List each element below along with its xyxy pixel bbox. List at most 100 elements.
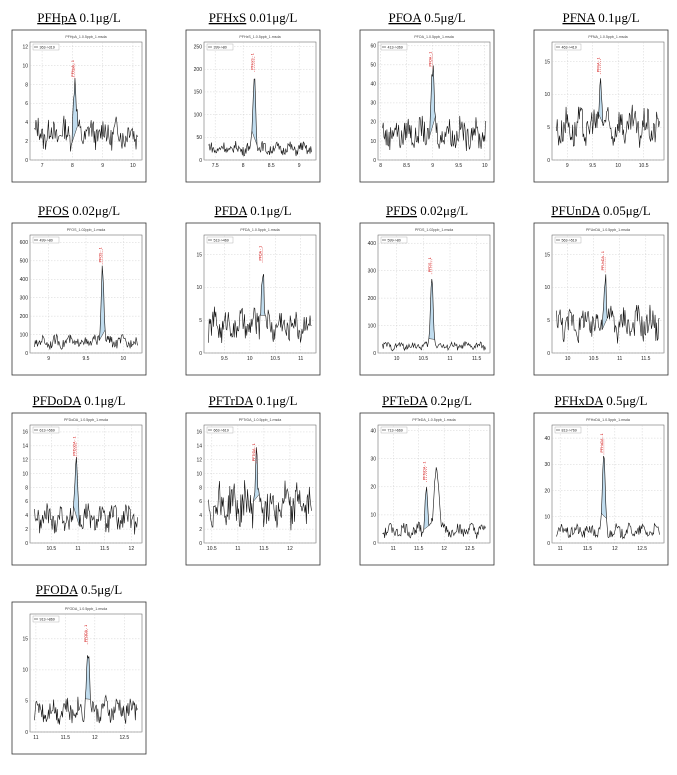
y-tick-label: 14 xyxy=(22,444,28,450)
concentration-label: 0.1μg/L xyxy=(76,10,121,25)
chart-frame xyxy=(186,413,320,565)
y-tick-label: 10 xyxy=(370,513,376,519)
analyte-name: PFHxDA xyxy=(555,393,605,408)
chart-title: PFTeDA 0.2μg/L xyxy=(382,393,472,408)
chart-title: PFOS 0.02μg/L xyxy=(38,203,120,218)
y-tick-label: 50 xyxy=(370,63,376,69)
analyte-name: PFTrDA xyxy=(209,393,255,408)
peak-label: PFTeDA - 1 xyxy=(422,462,426,480)
chart-title: PFHxS 0.01μg/L xyxy=(209,10,298,25)
analyte-name: PFOA xyxy=(388,10,422,25)
x-tick-label: 12 xyxy=(287,546,293,552)
y-tick-label: 15 xyxy=(22,637,28,643)
y-tick-label: 0 xyxy=(373,158,376,164)
y-tick-label: 0 xyxy=(373,351,376,357)
x-tick-label: 10 xyxy=(121,356,127,362)
y-tick-label: 40 xyxy=(544,436,550,442)
analyte-name: PFDoDA xyxy=(33,393,83,408)
y-tick-label: 5 xyxy=(547,125,550,131)
legend-entry: 463->419 xyxy=(562,45,577,49)
x-tick-label: 10.5 xyxy=(589,356,599,362)
concentration-label: 0.5μg/L xyxy=(603,393,648,408)
y-tick-label: 10 xyxy=(370,139,376,145)
peak-label: PFUnDA - 1 xyxy=(601,251,605,270)
chart-panel: PFOS 0.02μg/LPFOS_1.02ppb_1.msda01002003… xyxy=(12,203,146,375)
y-tick-label: 10 xyxy=(22,63,28,69)
y-tick-label: 0 xyxy=(25,351,28,357)
y-tick-label: 500 xyxy=(20,259,29,265)
y-tick-label: 50 xyxy=(196,135,202,141)
x-tick-label: 8 xyxy=(242,163,245,169)
legend-entry: 499->80 xyxy=(40,238,53,242)
chart-header: PFODA_1.0.5ppb_1.msda xyxy=(65,607,107,611)
y-tick-label: 400 xyxy=(368,241,377,247)
concentration-label: 0.5μg/L xyxy=(78,582,123,597)
concentration-label: 0.02μg/L xyxy=(69,203,120,218)
concentration-label: 0.1μg/L xyxy=(595,10,640,25)
y-tick-label: 100 xyxy=(20,332,29,338)
y-tick-label: 0 xyxy=(199,541,202,547)
y-tick-label: 8 xyxy=(25,485,28,491)
chart-panel: PFOA 0.5μg/LPFOA_1.0.5ppb_1.msda01020304… xyxy=(360,10,494,182)
chart-panel: PFDoDA 0.1μg/LPFDoDA_1.0.5ppb_1.msda0246… xyxy=(12,393,146,565)
chart-title: PFDA 0.1μg/L xyxy=(214,203,291,218)
y-tick-label: 40 xyxy=(370,428,376,434)
chart-header: PFUnDA_1.0.5ppb_1.msda xyxy=(586,228,630,232)
x-tick-label: 12 xyxy=(129,546,135,552)
x-tick-label: 11.5 xyxy=(61,735,71,741)
peak-label: PFTrDA - 1 xyxy=(252,443,256,461)
y-tick-label: 16 xyxy=(196,430,202,436)
x-tick-label: 11 xyxy=(447,356,452,362)
x-tick-label: 10 xyxy=(247,356,253,362)
concentration-label: 0.1μg/L xyxy=(253,393,298,408)
x-tick-label: 8 xyxy=(379,163,382,169)
y-tick-label: 4 xyxy=(199,513,202,519)
y-tick-label: 15 xyxy=(544,252,550,258)
y-tick-label: 4 xyxy=(25,513,28,519)
y-tick-label: 0 xyxy=(25,158,28,164)
peak-label: PFOS - 1 xyxy=(98,247,102,262)
y-tick-label: 16 xyxy=(22,430,28,436)
y-tick-label: 200 xyxy=(194,67,203,73)
x-tick-label: 9.5 xyxy=(221,356,228,362)
chart-frame xyxy=(12,602,146,754)
x-tick-label: 11 xyxy=(235,546,240,552)
y-tick-label: 10 xyxy=(544,285,550,291)
legend-entry: 713->669 xyxy=(388,428,403,432)
x-tick-label: 9.5 xyxy=(83,356,90,362)
chart-header: PFOA_1.0.5ppb_1.msda xyxy=(414,35,454,39)
peak-label: PFHxDA - 1 xyxy=(600,433,604,452)
chart-title: PFDoDA 0.1μg/L xyxy=(33,393,126,408)
legend-entry: 813->769 xyxy=(562,428,577,432)
x-tick-label: 12.5 xyxy=(637,546,647,552)
x-tick-label: 9 xyxy=(566,163,569,169)
y-tick-label: 6 xyxy=(199,499,202,505)
concentration-label: 0.1μg/L xyxy=(81,393,126,408)
x-tick-label: 12.5 xyxy=(465,546,475,552)
chart-title: PFOA 0.5μg/L xyxy=(388,10,465,25)
chart-title: PFDS 0.02μg/L xyxy=(386,203,468,218)
x-tick-label: 10 xyxy=(565,356,571,362)
legend-entry: 363->319 xyxy=(40,45,55,49)
analyte-name: PFODA xyxy=(36,582,79,597)
concentration-label: 0.2μg/L xyxy=(427,393,472,408)
x-tick-label: 11 xyxy=(558,546,563,552)
x-tick-label: 12 xyxy=(441,546,447,552)
x-tick-label: 12 xyxy=(612,546,618,552)
x-tick-label: 8 xyxy=(71,163,74,169)
x-tick-label: 11.5 xyxy=(583,546,593,552)
analyte-name: PFUnDA xyxy=(551,203,601,218)
y-tick-label: 0 xyxy=(25,730,28,736)
x-tick-label: 8.5 xyxy=(403,163,410,169)
y-tick-label: 300 xyxy=(368,268,377,274)
x-tick-label: 10.5 xyxy=(46,546,56,552)
x-tick-label: 10.5 xyxy=(207,546,217,552)
x-tick-label: 7 xyxy=(41,163,44,169)
peak-label: PFNA - 1 xyxy=(596,57,600,72)
chart-panel: PFTrDA 0.1μg/LPFTrDA_1.0.5ppb_1.msda0246… xyxy=(186,393,320,565)
analyte-name: PFDA xyxy=(214,203,248,218)
x-tick-label: 11 xyxy=(33,735,38,741)
analyte-name: PFHpA xyxy=(37,10,77,25)
chart-header: PFDoDA_1.0.5ppb_1.msda xyxy=(64,418,108,422)
x-tick-label: 9 xyxy=(298,163,301,169)
